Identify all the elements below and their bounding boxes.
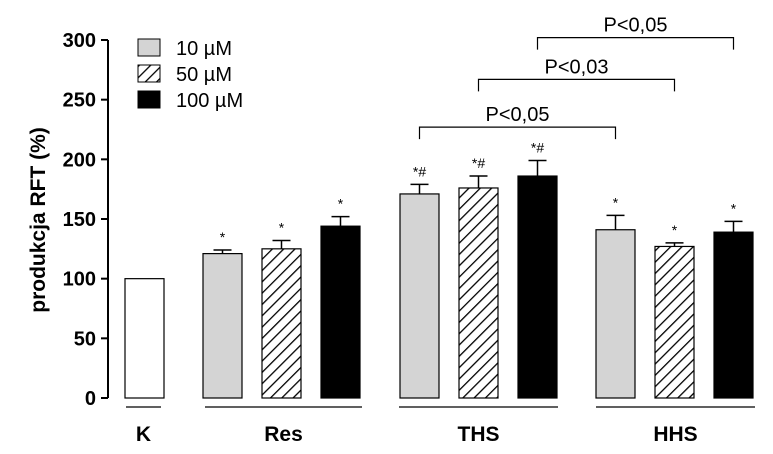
significance-marker: * — [613, 194, 619, 210]
comparison-label: P<0,05 — [604, 15, 668, 37]
legend-swatch-10uM — [137, 38, 161, 57]
legend-label-10uM: 10 µM — [176, 38, 232, 60]
comparison-label: P<0,03 — [545, 56, 609, 78]
bar — [261, 248, 302, 399]
group-labels: K Res THS HHS — [126, 406, 755, 446]
y-tick-label: 50 — [74, 328, 96, 350]
comparison-brackets: P<0,05 P<0,03 P<0,05 — [418, 15, 735, 140]
significance-marker: * — [220, 229, 226, 245]
legend-label-50uM: 50 µM — [176, 64, 232, 86]
bar — [399, 193, 440, 399]
group-label: K — [136, 423, 151, 446]
bar — [713, 231, 754, 399]
legend-swatch-50uM — [137, 64, 161, 83]
significance-marker: * — [279, 219, 285, 235]
significance-marker: *# — [413, 163, 426, 179]
bar — [124, 278, 165, 399]
bar — [517, 175, 558, 399]
significance-marker: * — [731, 200, 737, 216]
comparison-label: P<0,05 — [486, 104, 550, 126]
bar — [202, 253, 243, 399]
significance-marker: * — [672, 222, 678, 238]
y-axis-ticks: 0 50 100 150 200 250 300 — [63, 30, 108, 410]
legend-swatch-100uM — [137, 90, 161, 109]
bar — [654, 245, 695, 399]
group-label: THS — [458, 423, 500, 446]
comparison-bracket — [418, 126, 617, 140]
bar — [595, 229, 636, 399]
significance-markers: * * * *# *# *# * * * — [220, 140, 737, 246]
y-tick-label: 100 — [63, 269, 96, 291]
comparison-bracket — [536, 37, 735, 50]
bar — [320, 225, 361, 399]
y-tick-label: 0 — [85, 388, 96, 410]
significance-marker: * — [338, 196, 344, 212]
group-label: HHS — [653, 423, 697, 446]
error-bars — [213, 159, 743, 254]
legend: 10 µM 50 µM 100 µM — [137, 38, 243, 112]
y-tick-label: 150 — [63, 209, 96, 231]
legend-label-100uM: 100 µM — [176, 90, 243, 112]
y-axis-label: produkcja RFT (%) — [27, 127, 50, 313]
y-tick-label: 250 — [63, 90, 96, 112]
group-label: Res — [264, 423, 303, 446]
comparison-bracket — [477, 78, 676, 92]
significance-marker: *# — [472, 155, 485, 171]
y-tick-label: 300 — [63, 30, 96, 52]
bars — [124, 175, 754, 399]
significance-marker: *# — [531, 140, 544, 156]
bar — [458, 187, 499, 399]
y-tick-label: 200 — [63, 149, 96, 171]
